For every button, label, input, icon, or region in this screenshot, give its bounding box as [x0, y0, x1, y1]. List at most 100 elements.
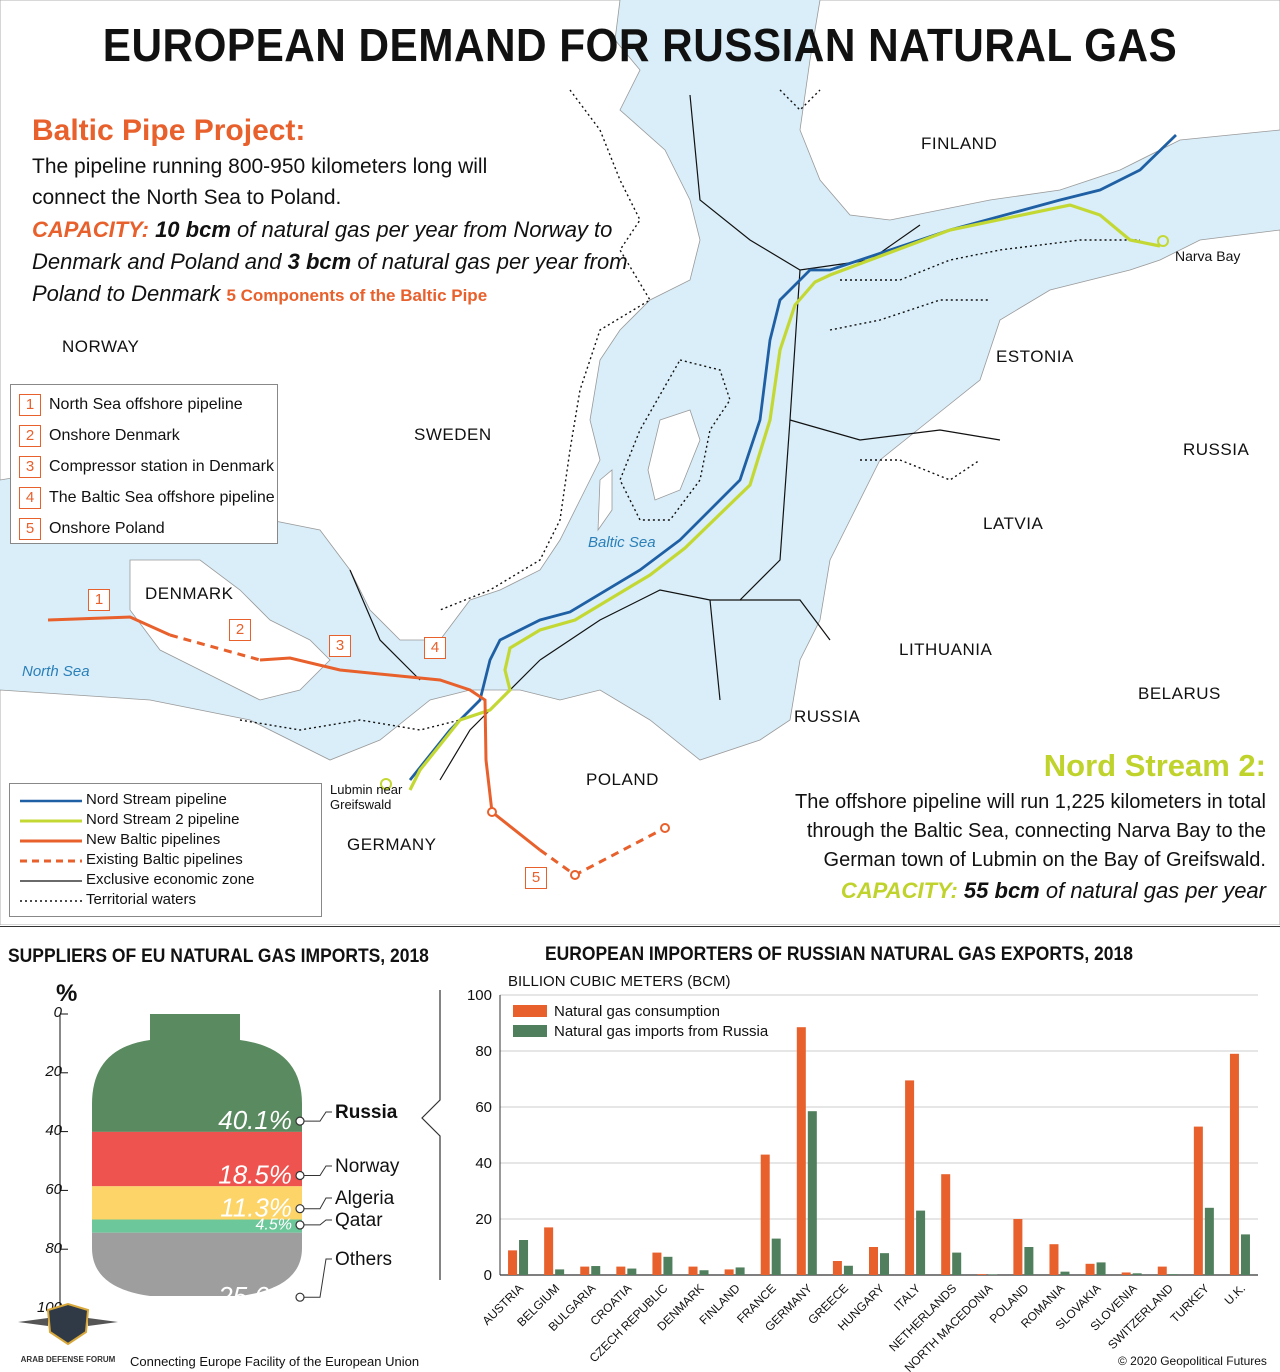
gas-tank-chart: 40.1% Russia 18.5% Norway 11.3% Algeria 4.5% Qa…	[59, 1013, 400, 1311]
bar-imports-czech-republic	[663, 1256, 673, 1275]
label-sweden: SWEDEN	[414, 425, 492, 444]
supplier-name-qatar: Qatar	[335, 1210, 383, 1231]
label-russia: RUSSIA	[1183, 440, 1250, 459]
bar-imports-germany	[807, 1111, 817, 1275]
gotland-island	[647, 409, 701, 501]
category-label: U.K.	[1222, 1281, 1248, 1307]
bar-imports-netherlands	[952, 1252, 962, 1275]
component-row: 4 The Baltic Sea offshore pipeline	[19, 486, 275, 517]
label-belarus: BELARUS	[1138, 684, 1221, 703]
tank-segment-others	[92, 1232, 302, 1296]
shield-icon	[18, 1302, 118, 1346]
bar-consumption-greece	[832, 1261, 842, 1275]
label-denmark: DENMARK	[145, 584, 234, 603]
y-tick-label: 60	[475, 1099, 492, 1116]
pipeline-legend: Nord Stream pipeline Nord Stream 2 pipel…	[9, 783, 322, 917]
bar-consumption-slovenia	[1121, 1272, 1131, 1275]
components-legend: 1 North Sea offshore pipeline 2 Onshore De…	[10, 384, 278, 544]
label-poland: POLAND	[586, 770, 659, 789]
tank-segment-algeria	[92, 1186, 302, 1220]
tank-segment-norway	[92, 1131, 302, 1187]
bar-consumption-bulgaria	[580, 1266, 590, 1275]
supplier-name-algeria: Algeria	[335, 1188, 395, 1209]
bar-consumption-slovakia	[1085, 1263, 1095, 1275]
category-label: TURKEY	[1168, 1281, 1212, 1325]
nord-stream-line	[408, 133, 1177, 781]
y-tick-label: 100	[467, 987, 492, 1004]
category-label: ITALY	[891, 1281, 923, 1313]
supplier-name-others: Others	[335, 1249, 392, 1270]
supplier-name-norway: Norway	[335, 1156, 400, 1177]
bar-consumption-germany	[796, 1027, 806, 1275]
tick-20: 20	[45, 1063, 62, 1080]
footer-source: Connecting Europe Facility of the Europe…	[130, 1354, 420, 1369]
bar-consumption-turkey	[1193, 1126, 1203, 1275]
bar-consumption-france	[760, 1154, 770, 1275]
legend-eez: Exclusive economic zone	[86, 871, 255, 888]
tank-value-norway: 18.5%	[218, 1159, 292, 1189]
bar-consumption-u-k-	[1229, 1053, 1239, 1275]
tank-value-qatar: 4.5%	[256, 1217, 292, 1234]
bar-imports-croatia	[627, 1268, 637, 1275]
bracket	[421, 990, 441, 1280]
bar-consumption-croatia	[616, 1266, 626, 1275]
tank-leader	[304, 1258, 332, 1298]
y-tick-label: 20	[475, 1211, 492, 1228]
map	[0, 0, 1280, 925]
oland-island	[597, 469, 613, 532]
baltic-heading: Baltic Pipe Project:	[32, 114, 306, 147]
y-tick-label: 0	[484, 1267, 492, 1284]
bar-imports-greece	[843, 1265, 853, 1275]
label-russia-kaliningrad: RUSSIA	[794, 707, 861, 726]
component-row: 2 Onshore Denmark	[19, 424, 269, 455]
tick-60: 60	[45, 1181, 62, 1198]
bar-imports-denmark	[699, 1270, 709, 1275]
tank-leader	[304, 1219, 332, 1226]
bar-imports-italy	[916, 1210, 926, 1275]
marker-4: 4	[424, 637, 446, 659]
bar-imports-romania	[1060, 1271, 1070, 1275]
bar-imports-slovakia	[1096, 1262, 1106, 1275]
bar-imports-belgium	[555, 1269, 565, 1275]
marker-1: 1	[88, 589, 110, 611]
label-lithuania: LITHUANIA	[899, 640, 993, 659]
y-tick-label: 40	[475, 1155, 492, 1172]
marker-5: 5	[525, 867, 547, 889]
label-norway: NORWAY	[62, 337, 140, 356]
legend-label: Natural gas imports from Russia	[554, 1023, 769, 1040]
bar-imports-turkey	[1204, 1207, 1214, 1275]
label-latvia: LATVIA	[983, 514, 1044, 533]
bar-consumption-poland	[1013, 1219, 1023, 1275]
legend-nord-stream-2: Nord Stream 2 pipeline	[86, 811, 240, 828]
bar-imports-austria	[519, 1240, 529, 1275]
components-label: 5 Components of the Baltic Pipe	[226, 286, 488, 305]
label-finland: FINLAND	[921, 134, 998, 153]
marker-2: 2	[229, 619, 251, 641]
tick-80: 80	[45, 1240, 62, 1257]
bar-consumption-hungary	[869, 1247, 878, 1275]
y-tick-label: 80	[475, 1043, 492, 1060]
category-label: SWITZERLAND	[1105, 1281, 1176, 1352]
baltic-capacity: CAPACITY: 10 bcm of natural gas per year…	[32, 217, 628, 306]
legend-nord-stream: Nord Stream pipeline	[86, 791, 227, 808]
component-row: 3 Compressor station in Denmark	[19, 455, 274, 486]
legend-label: Natural gas consumption	[554, 1003, 720, 1020]
nord-description: The offshore pipeline will run 1,225 kil…	[795, 791, 1266, 871]
tank-leader	[304, 1111, 332, 1122]
label-north-sea: North Sea	[22, 663, 90, 680]
tank-segment-qatar	[92, 1219, 302, 1233]
tank-value-others: 25.6%	[217, 1281, 292, 1311]
component-row: 1 North Sea offshore pipeline	[19, 393, 269, 424]
bar-consumption-italy	[905, 1080, 915, 1275]
bar-consumption-romania	[1049, 1244, 1059, 1275]
bar-imports-france	[771, 1238, 781, 1275]
legend-existing-baltic: Existing Baltic pipelines	[86, 851, 243, 868]
watermark-text: ARAB DEFENSE FORUM	[20, 1355, 116, 1364]
pipeline-legend-swatches	[20, 799, 82, 902]
bar-imports-hungary	[880, 1253, 889, 1275]
bar-imports-slovenia	[1132, 1273, 1142, 1275]
legend-swatch	[513, 1005, 547, 1017]
label-estonia: ESTONIA	[996, 347, 1074, 366]
legend-swatch	[513, 1025, 547, 1037]
tank-leader	[304, 1197, 332, 1210]
